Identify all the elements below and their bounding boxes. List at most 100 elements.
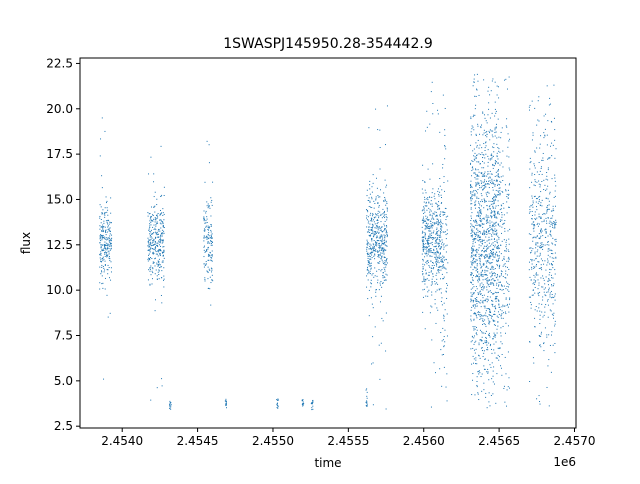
data-point [368, 228, 370, 230]
data-point [107, 273, 109, 275]
data-point [434, 242, 436, 244]
data-point [485, 141, 487, 143]
data-point [478, 256, 480, 258]
data-point [484, 269, 486, 271]
data-point [424, 205, 426, 207]
data-point [106, 244, 108, 246]
data-point [436, 218, 438, 220]
data-point [422, 247, 424, 249]
data-point [379, 254, 381, 256]
data-point [441, 239, 443, 241]
data-point [430, 251, 432, 253]
data-point [147, 240, 149, 242]
data-point [541, 230, 543, 232]
data-point [541, 173, 543, 175]
data-point [205, 235, 207, 237]
data-point [162, 240, 164, 242]
data-point [149, 248, 151, 250]
data-point [471, 363, 473, 365]
data-point [375, 198, 377, 200]
data-point [537, 249, 539, 251]
data-point [491, 267, 493, 269]
data-point [442, 223, 444, 225]
data-point [546, 264, 548, 266]
data-point [438, 288, 440, 290]
data-point [476, 161, 478, 163]
data-point [473, 318, 475, 320]
data-point [107, 223, 108, 225]
data-point [548, 278, 550, 280]
data-point [497, 292, 499, 294]
data-point [534, 283, 536, 285]
data-point [102, 230, 104, 232]
data-point [151, 245, 153, 247]
data-point [531, 218, 533, 220]
data-point [371, 257, 373, 259]
data-point [486, 260, 488, 262]
data-point [439, 185, 441, 187]
data-point [169, 407, 171, 409]
data-point [474, 195, 476, 197]
data-point [379, 249, 381, 251]
data-point [383, 267, 385, 269]
data-point [383, 247, 385, 249]
data-point [422, 231, 424, 233]
data-point [440, 194, 442, 196]
data-point [169, 400, 171, 402]
data-point [475, 238, 477, 240]
data-point [495, 234, 497, 236]
data-point [445, 234, 447, 236]
data-point [158, 229, 160, 231]
data-point [104, 246, 106, 248]
data-point [107, 248, 109, 250]
data-point [422, 242, 424, 244]
data-point [369, 200, 371, 202]
data-point [160, 219, 162, 221]
data-point [423, 280, 425, 282]
data-point [435, 211, 437, 213]
data-point [538, 295, 540, 297]
data-point [534, 167, 536, 169]
data-point [370, 229, 372, 231]
data-point [484, 274, 486, 276]
data-point [379, 196, 381, 198]
data-point [425, 218, 427, 220]
data-point [426, 250, 428, 252]
data-point [380, 227, 382, 229]
data-point [435, 274, 437, 276]
data-point [478, 273, 480, 275]
data-point [368, 262, 370, 264]
data-point [491, 238, 493, 240]
data-point [423, 207, 425, 209]
data-point [548, 359, 550, 361]
data-point [483, 365, 485, 367]
data-point [543, 137, 545, 139]
data-point [429, 251, 431, 253]
data-point [488, 246, 490, 248]
data-point [385, 229, 387, 231]
data-point [444, 309, 446, 311]
data-point [486, 349, 488, 351]
data-point [486, 341, 488, 343]
data-point [440, 256, 442, 258]
data-point [149, 269, 151, 271]
data-point [162, 214, 164, 216]
data-point [372, 243, 374, 245]
data-point [368, 260, 370, 262]
data-point [489, 256, 491, 258]
data-point [158, 269, 160, 271]
data-point [476, 296, 478, 298]
data-point [505, 277, 507, 279]
data-point [508, 238, 510, 240]
data-point [107, 214, 109, 216]
data-point [485, 183, 487, 185]
data-point [421, 239, 423, 241]
data-point [550, 103, 552, 105]
data-point [490, 262, 492, 264]
data-point [147, 212, 149, 214]
data-point [549, 268, 551, 270]
data-point [437, 266, 439, 268]
data-point [547, 158, 549, 160]
data-point [150, 221, 152, 223]
data-point [480, 205, 482, 207]
